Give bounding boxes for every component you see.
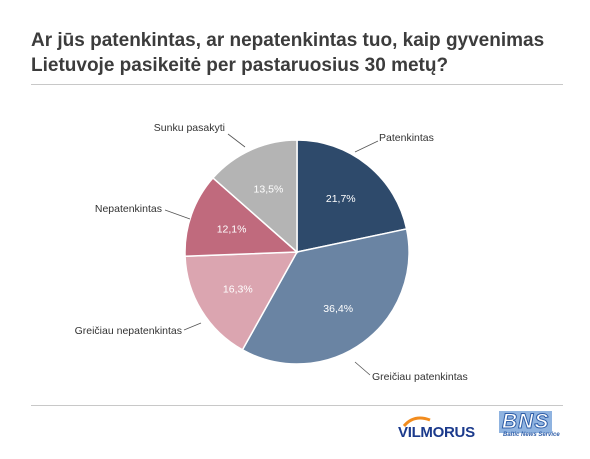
bns-logo-subtext: Baltic News Service (503, 432, 560, 438)
pie-value-label-4: 13,5% (254, 184, 284, 196)
pie-value-label-0: 21,7% (326, 193, 356, 205)
pie-slice-4 (211, 139, 298, 254)
vilmorus-swoosh-icon (402, 416, 431, 428)
top-divider (31, 84, 563, 85)
bns-logo-text: BNS (499, 410, 553, 433)
pie-leader-line-4 (227, 133, 246, 148)
pie-category-label-0: Patenkintas (379, 132, 434, 144)
pie-slice-3 (184, 176, 299, 257)
pie-value-label-1: 36,4% (323, 303, 353, 315)
pie-category-label-4: Sunku pasakyti (154, 122, 225, 134)
chart-title-line-1: Ar jūs patenkintas, ar nepatenkintas tuo… (31, 30, 545, 51)
pie-value-label-2: 16,3% (223, 283, 253, 295)
pie-category-label-2: Greičiau nepatenkintas (75, 325, 182, 337)
pie-value-label-3: 12,1% (217, 224, 247, 236)
chart-title-line-2: Lietuvoje pasikeitė per pastaruosius 30 … (31, 55, 449, 76)
pie-leader-line-1 (354, 361, 371, 376)
vilmorus-logo-text: VILMORUS (398, 424, 475, 441)
pie-leader-line-3 (164, 209, 191, 220)
pie-category-label-3: Nepatenkintas (95, 203, 162, 215)
vilmorus-logo: VILMORUS (396, 416, 488, 442)
bottom-divider (31, 405, 563, 406)
pie-slice-0 (296, 139, 408, 253)
chart-title: Ar jūs patenkintas, ar nepatenkintas tuo… (31, 28, 561, 78)
pie-leader-line-0 (354, 140, 379, 153)
pie-slice-1 (241, 228, 410, 365)
bns-logo: BNS Baltic News Service (497, 410, 561, 441)
pie-leader-line-2 (183, 322, 202, 331)
pie-slice-2 (184, 251, 299, 351)
pie-category-label-1: Greičiau patenkintas (372, 371, 468, 383)
